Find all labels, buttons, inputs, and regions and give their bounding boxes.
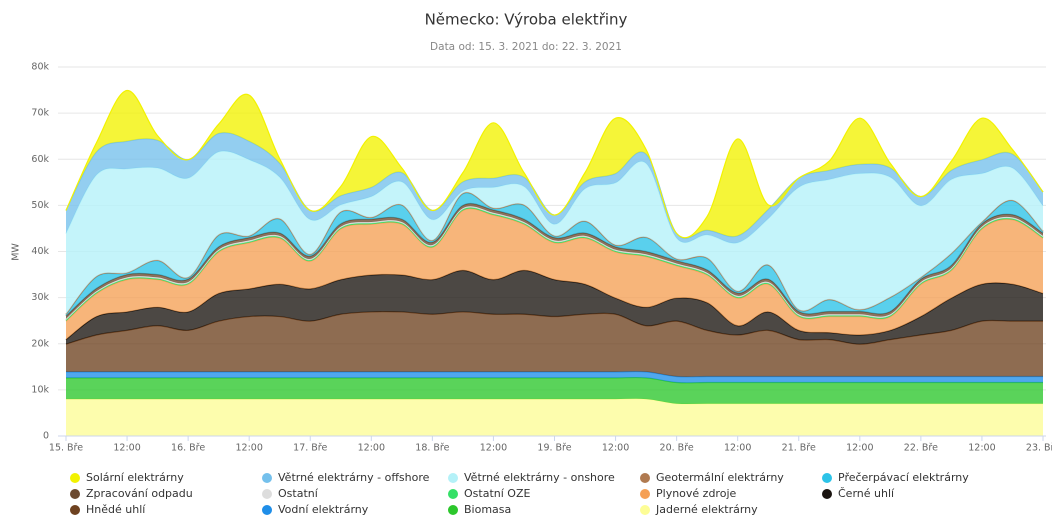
- y-tick-label: 70k: [31, 108, 49, 119]
- x-tick-label: 20. Bře: [660, 443, 694, 454]
- x-tick-label: 12:00: [602, 443, 629, 454]
- legend-marker: [262, 473, 272, 483]
- legend-label: Ostatní OZE: [464, 487, 530, 500]
- x-tick-label: 12:00: [235, 443, 262, 454]
- chart-title: Německo: Výroba elektřiny: [425, 11, 628, 29]
- area: [66, 398, 1043, 436]
- x-tick-label: 12:00: [724, 443, 751, 454]
- y-axis-label: MW: [11, 243, 22, 261]
- x-tick-label: 12:00: [358, 443, 385, 454]
- y-tick-label: 80k: [31, 62, 49, 73]
- x-tick-label: 22. Bře: [904, 443, 938, 454]
- legend-marker: [822, 489, 832, 499]
- legend-marker: [70, 505, 80, 515]
- legend-label: Větrné elektrárny - onshore: [464, 471, 615, 484]
- x-tick-label: 17. Bře: [293, 443, 327, 454]
- legend-marker: [448, 473, 458, 483]
- legend-marker: [448, 489, 458, 499]
- legend-label: Černé uhlí: [838, 487, 895, 500]
- legend-label: Ostatní: [278, 487, 319, 500]
- legend-label: Geotermální elektrárny: [656, 471, 784, 484]
- y-tick-label: 60k: [31, 154, 49, 165]
- legend-marker: [822, 473, 832, 483]
- area: [66, 90, 1043, 239]
- x-tick-label: 19. Bře: [537, 443, 571, 454]
- legend-marker: [70, 489, 80, 499]
- y-tick-label: 40k: [31, 246, 49, 257]
- legend-marker: [262, 505, 272, 515]
- area: [66, 311, 1043, 377]
- area-line: [65, 89, 1044, 239]
- x-tick-label: 16. Bře: [171, 443, 205, 454]
- legend-label: Solární elektrárny: [86, 471, 184, 484]
- areas: [65, 89, 1044, 436]
- legend-label: Biomasa: [464, 503, 511, 516]
- x-tick-label: 15. Bře: [49, 443, 83, 454]
- area: [66, 208, 1043, 340]
- legend-marker: [640, 473, 650, 483]
- y-tick-label: 0: [43, 431, 49, 442]
- y-tick-label: 30k: [31, 292, 49, 303]
- legend-marker: [262, 489, 272, 499]
- area: [66, 377, 1043, 405]
- y-tick-label: 50k: [31, 200, 49, 211]
- area: [66, 132, 1043, 244]
- x-tick-label: 21. Bře: [782, 443, 816, 454]
- x-tick-label: 12:00: [846, 443, 873, 454]
- y-tick-label: 20k: [31, 338, 49, 349]
- legend-marker: [70, 473, 80, 483]
- x-tick-label: 23. Bře: [1026, 443, 1052, 454]
- legend-label: Větrné elektrárny - offshore: [278, 471, 430, 484]
- legend-marker: [448, 505, 458, 515]
- legend-label: Jaderné elektrárny: [655, 503, 758, 516]
- x-tick-label: 18. Bře: [415, 443, 449, 454]
- chart-subtitle: Data od: 15. 3. 2021 do: 22. 3. 2021: [430, 41, 622, 53]
- legend-label: Zpracování odpadu: [86, 487, 193, 500]
- x-tick-label: 12:00: [113, 443, 140, 454]
- legend-label: Plynové zdroje: [656, 487, 736, 500]
- x-tick-label: 12:00: [968, 443, 995, 454]
- legend-label: Hnědé uhlí: [86, 503, 146, 516]
- area: [66, 371, 1043, 383]
- x-tick-label: 12:00: [480, 443, 507, 454]
- y-tick-label: 10k: [31, 384, 49, 395]
- legend-marker: [640, 505, 650, 515]
- area: [66, 151, 1043, 315]
- legend-label: Přečerpávací elektrárny: [838, 471, 969, 484]
- legend-label: Vodní elektrárny: [278, 503, 369, 516]
- legend-marker: [640, 489, 650, 499]
